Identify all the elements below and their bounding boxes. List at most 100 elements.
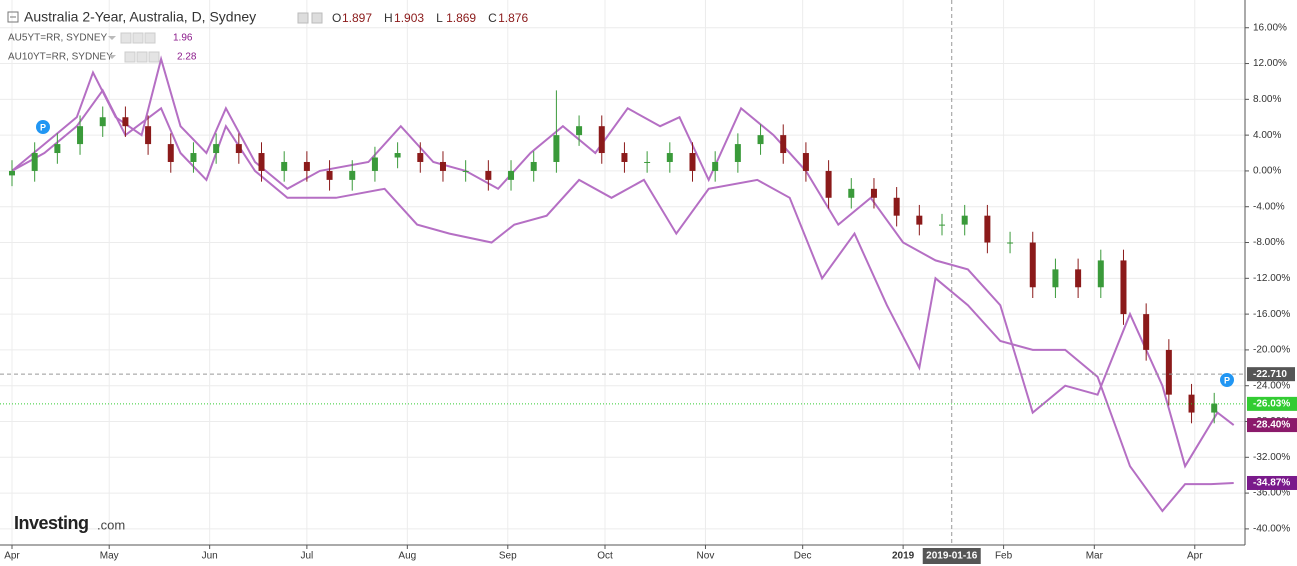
legend-icon [148,51,160,63]
candle-body [31,153,38,171]
y-tick-label: 0.00% [1253,166,1281,177]
series-last-label: -28.40% [1253,420,1290,431]
candle-body [1120,260,1127,315]
legend-caret [108,55,116,59]
legend-icon [120,32,132,44]
legend-value: 1.96 [173,33,193,44]
candle-body [644,161,651,163]
candle-body [780,135,787,154]
readout-label: L [436,11,443,25]
x-tick-label: Jul [300,551,313,562]
candle-body [77,126,84,145]
candle-body [349,170,356,180]
candle-body [54,144,61,154]
candle-body [99,117,106,127]
grid [0,0,1245,545]
header-icon [311,12,323,24]
last-price-label: -26.03% [1253,399,1290,410]
plot [8,55,1235,513]
candle-body [757,135,764,145]
candle-body [689,153,696,171]
candle-body [530,161,537,171]
candle-body [462,170,469,172]
candle-body [1075,269,1082,288]
readout-value: 1.869 [446,11,476,25]
y-tick-label: 12.00% [1253,58,1287,69]
candle-body [281,161,288,171]
y-tick-label: 8.00% [1253,94,1281,105]
x-tick-label: Dec [794,551,812,562]
crosshair-y-label: -22.710 [1253,369,1287,380]
x-tick-label: Jun [202,551,218,562]
readout-label: O [332,11,341,25]
series-last-tag [1247,475,1297,490]
header-icon [297,12,309,24]
candle-body [213,144,220,154]
y-tick-label: 4.00% [1253,130,1281,141]
candle-body [802,153,809,171]
legend-value: 2.28 [177,52,197,63]
crosshair-x-tag [922,548,981,564]
crosshair-x-label: 2019-01-16 [926,551,978,562]
candle-body [439,161,446,171]
chart-title: Australia 2-Year, Australia, D, Sydney [24,9,256,25]
y-tick-label: -32.00% [1253,452,1290,463]
candle-body [553,135,560,162]
candle-body [666,153,673,162]
y-tick-label: -36.00% [1253,488,1290,499]
legend-caret [108,36,116,40]
crosshair-y-tag [1247,367,1295,382]
candle-body [485,170,492,180]
candle-body [258,153,265,171]
x-tick-label: Apr [4,551,20,562]
candle-body [893,197,900,216]
y-tick-label: -16.00% [1253,309,1290,320]
y-tick-label: -4.00% [1253,201,1285,212]
legend-icon [132,32,144,44]
x-tick-label: Apr [1187,551,1203,562]
candle-body [1097,260,1104,288]
line-series [11,55,1235,469]
candle-body [961,215,968,225]
logo-suffix: .com [97,517,125,532]
candle-body [916,215,923,225]
candle-body [8,170,15,176]
candle-body [417,153,424,162]
candle-body [870,188,877,198]
overlay [0,0,1245,545]
x-tick-label: Nov [697,551,715,562]
y-tick-label: -20.00% [1253,345,1290,356]
candle-body [167,144,174,162]
y-tick-label: -12.00% [1253,273,1290,284]
candle-body [984,215,991,243]
candle-body [371,157,378,171]
candle-body [235,144,242,154]
x-tick-label: Mar [1086,551,1104,562]
candle-body [145,126,152,145]
readout-value: 1.876 [498,11,528,25]
candle-body [1165,349,1172,395]
candle-body [734,144,741,162]
candle-body [1052,269,1059,288]
readout-label: C [488,11,497,25]
collapse-icon[interactable] [7,11,19,23]
event-marker-letter: P [1224,375,1230,385]
legend-icon [144,32,156,44]
readout-label: H [384,11,393,25]
x-tick-label: Feb [995,551,1013,562]
candle-body [394,153,401,158]
candle-body [848,188,855,198]
candle-body [1143,314,1150,350]
x-tick-label: Oct [597,551,613,562]
event-marker[interactable] [1220,373,1234,387]
candle-body [621,153,628,162]
x-tick-label: Aug [398,551,416,562]
y-tick-label: -24.00% [1253,380,1290,391]
candle-body [190,153,197,162]
x-tick-label: May [100,551,119,562]
event-marker[interactable] [36,120,50,134]
x-tick-label: 2019 [892,551,915,562]
candle-body [303,161,310,171]
candle-body [712,161,719,171]
